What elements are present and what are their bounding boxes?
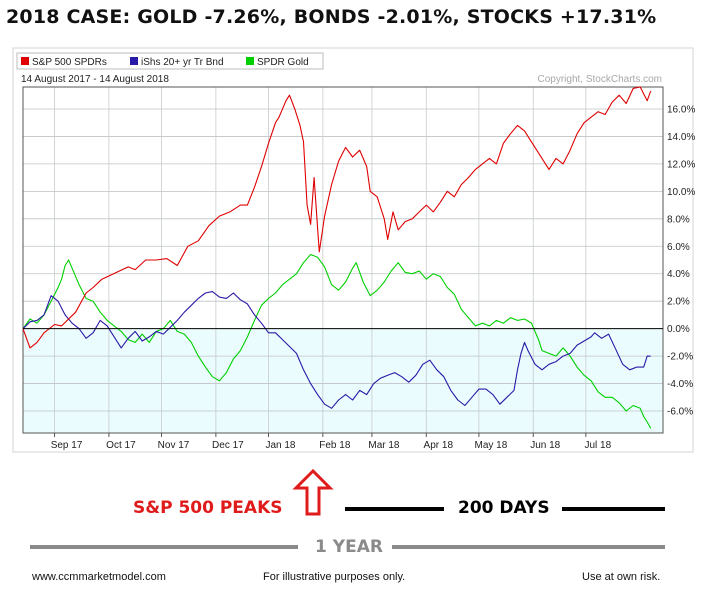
y-tick-label: -2.0% (667, 352, 693, 363)
y-tick-label: 2.0% (667, 297, 690, 308)
legend-label-spy: S&P 500 SPDRs (32, 57, 107, 68)
legend-swatch-spy (21, 57, 29, 65)
y-tick-label: 4.0% (667, 269, 690, 280)
x-axis: Sep 17 Oct 17 Nov 17 Dec 17 Jan 18 Feb 18 Mar … (51, 433, 612, 451)
footer-disclaimer: For illustrative purposes only. (263, 571, 406, 583)
copyright: Copyright, StockCharts.com (538, 74, 663, 85)
y-tick-label: 6.0% (667, 242, 690, 253)
legend: S&P 500 SPDRs iShs 20+ yr Tr Bnd SPDR Go… (16, 52, 324, 70)
series-line-gld (22, 253, 652, 429)
y-tick-label: 10.0% (667, 187, 695, 198)
legend-label-gld: SPDR Gold (257, 57, 309, 68)
series-line-spy (22, 86, 652, 349)
y-tick-label: 16.0% (667, 104, 695, 115)
x-tick-label: Jul 18 (585, 440, 612, 451)
plot-background (23, 87, 663, 433)
legend-swatch-gld (246, 57, 254, 65)
x-tick-label: Dec 17 (212, 440, 244, 451)
200-days-label: 200 DAYS (458, 498, 550, 518)
grid-layer (22, 86, 664, 434)
plot-area-lower (23, 328, 663, 433)
y-tick-label: -6.0% (667, 407, 693, 418)
plot-area-upper (23, 87, 663, 329)
footer-risk: Use at own risk. (582, 571, 661, 583)
headline: 2018 CASE: GOLD -7.26%, BONDS -2.01%, ST… (6, 6, 657, 28)
x-tick-label: Feb 18 (319, 440, 351, 451)
x-tick-label: May 18 (474, 440, 507, 451)
x-tick-label: Oct 17 (106, 440, 136, 451)
series-line-tlt (22, 291, 651, 409)
y-axis: 16.0% 14.0% 12.0% 10.0% 8.0% 6.0% 4.0% 2.0% 0.0%… (667, 104, 695, 417)
one-year-label: 1 YEAR (315, 537, 383, 557)
peak-arrow-icon (292, 468, 334, 516)
plot-border (22, 86, 664, 434)
y-tick-label: 14.0% (667, 132, 695, 143)
date-range: 14 August 2017 - 14 August 2018 (21, 74, 169, 85)
y-tick-label: -4.0% (667, 379, 693, 390)
x-tick-label: Apr 18 (424, 440, 454, 451)
series-layer (22, 86, 663, 429)
x-tick-label: Nov 17 (158, 440, 190, 451)
legend-label-tlt: iShs 20+ yr Tr Bnd (141, 57, 224, 68)
y-tick-label: 8.0% (667, 214, 690, 225)
x-tick-label: Jun 18 (530, 440, 560, 451)
y-tick-label: 0.0% (667, 324, 690, 335)
y-tick-label: 12.0% (667, 159, 695, 170)
sp500-peaks-label: S&P 500 PEAKS (133, 498, 283, 518)
legend-swatch-tlt (130, 57, 138, 65)
x-tick-label: Mar 18 (368, 440, 400, 451)
x-tick-label: Sep 17 (51, 440, 83, 451)
x-tick-label: Jan 18 (265, 440, 295, 451)
footer-website: www.ccmmarketmodel.com (32, 571, 166, 583)
